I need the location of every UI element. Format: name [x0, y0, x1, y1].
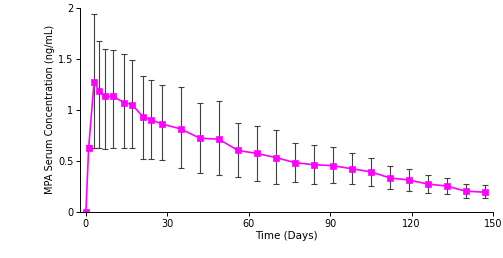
X-axis label: Time (Days): Time (Days): [256, 231, 318, 241]
Y-axis label: MPA Serum Concentration (ng/mL): MPA Serum Concentration (ng/mL): [45, 25, 55, 194]
